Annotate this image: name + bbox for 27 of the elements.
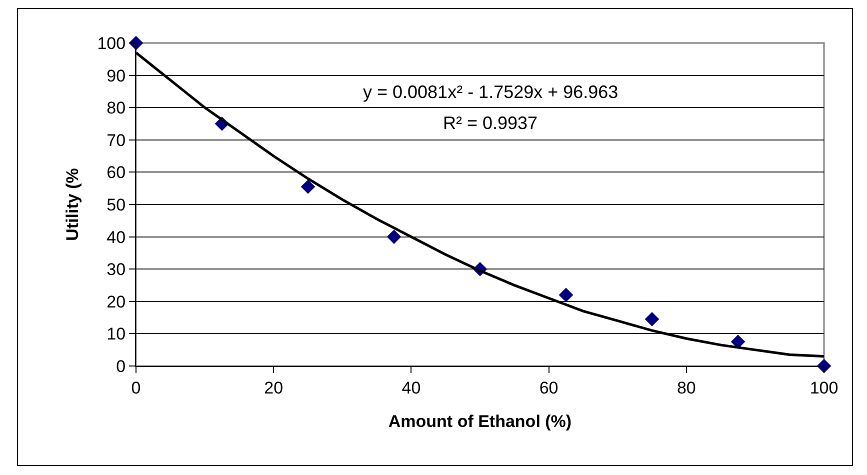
x-tick-label: 0 [131,378,141,398]
y-axis-title: Utility (% [62,168,82,241]
x-tick-label: 20 [264,378,284,398]
point [128,36,144,50]
y-tick-label: 20 [106,292,126,312]
x-tick-label: 60 [539,378,558,398]
y-tick-label: 0 [116,356,126,376]
x-tick-label: 40 [402,378,421,398]
y-tick-label: 50 [106,195,126,214]
x-axis-title: Amount of Ethanol (%) [388,412,572,431]
y-tick-label: 10 [106,324,126,344]
annotation: y = 0.0081x² - 1.7529x + 96.963 [363,82,618,102]
point [644,312,660,326]
x-tick-label: 80 [676,378,696,398]
y-tick-label: 40 [106,228,126,247]
x-tick-label: 100 [810,378,838,398]
annotation: R² = 0.9937 [443,113,538,133]
y-tick-label: 100 [97,34,126,53]
point [386,230,402,244]
y-tick-label: 30 [106,260,126,280]
y-tick-label: 70 [106,130,126,150]
y-tick-label: 80 [106,98,126,118]
y-tick-label: 60 [106,163,126,182]
point [558,288,574,302]
point [300,180,316,194]
y-tick-label: 90 [106,66,126,86]
point [816,358,832,374]
